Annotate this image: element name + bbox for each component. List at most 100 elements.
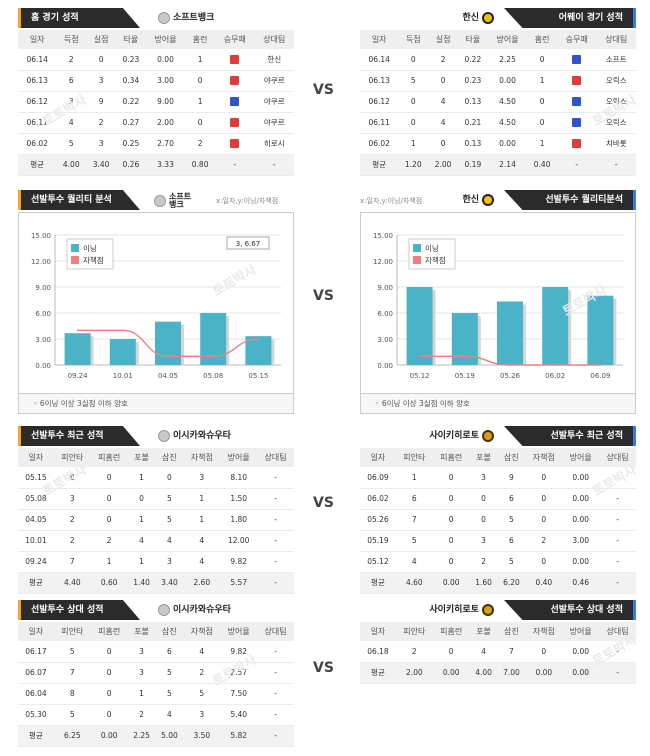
table-cell: 09.24 [18, 551, 54, 573]
table-cell: 5 [183, 683, 221, 705]
table-cell: 0.00 [562, 467, 600, 489]
table-row: 06.11 4 2 0.27 2.00 0 야쿠르 [18, 112, 294, 134]
away-table: 일자 득점 실점 타율 방어율 홈런 승무패 상대팀 06.14 0 2 0.22 2.25 0 소프트 06… [360, 30, 636, 176]
column-header: 상대팀 [257, 448, 294, 467]
table-cell: 0.40 [527, 154, 558, 176]
table-cell: - [257, 725, 294, 747]
table-cell: 3.50 [183, 725, 221, 747]
table-cell: 0 [155, 467, 184, 489]
table-cell: 0.40 [525, 572, 563, 594]
home-header: 홈 경기 성적 소프트뱅크 [18, 8, 294, 28]
table-cell: - [257, 530, 294, 552]
table-cell: - [599, 551, 636, 573]
table-cell: 06.14 [18, 49, 57, 71]
table-cell: 6 [497, 488, 526, 510]
column-header: 삼진 [155, 622, 184, 641]
table-cell: 2 [185, 133, 216, 155]
quality-right-title: 선발투수 퀄리티분석 [504, 190, 636, 210]
pitcher-vs-right-header: 선발투수 상대 성적 사이키히로토 [360, 600, 636, 620]
table-cell: 4 [183, 530, 221, 552]
table-cell: 4.50 [487, 91, 528, 113]
column-header: 피안타 [395, 622, 433, 641]
table-cell: 2 [469, 551, 498, 573]
quality-right-team: 한신 [462, 193, 494, 207]
hanshin-logo-icon [482, 12, 494, 24]
table-cell: 6 [395, 488, 433, 510]
column-header: 일자 [360, 30, 399, 49]
pitcher-recent-left-name: 이시카와슈우타 [173, 431, 231, 441]
x-tick-label: 05.08 [203, 372, 223, 380]
table-cell: 평균 [360, 154, 399, 176]
table-row: 06.13 6 3 0.34 3.00 0 야쿠르 [18, 70, 294, 92]
vs-label-4: VS [313, 660, 334, 676]
yakult-logo-icon [482, 430, 494, 442]
innings-bar [109, 339, 136, 365]
tooltip-text: 3, 6.67 [236, 240, 261, 248]
table-row: 05.26 7 0 0 5 0 0.00- [360, 509, 636, 531]
table-cell: 2.14 [487, 154, 528, 176]
table-cell: 2 [53, 509, 91, 531]
pitcher-recent-left-table: 일자 피안타 피홈런 포볼 삼진 자책점 방어율 상대팀 05.15 8 0 1 0 3 8.10-05.0… [18, 448, 294, 594]
table-row: 06.02 1 0 0.13 0.00 1 치바롯 [360, 133, 636, 155]
column-header: 피안타 [53, 622, 91, 641]
earned-runs-point [599, 364, 602, 366]
table-cell: 06.11 [360, 112, 399, 134]
table-cell: 0 [90, 488, 128, 510]
pitcher-recent-right-team: 사이키히로토 [429, 429, 494, 443]
table-cell: 06.18 [360, 641, 396, 663]
table-cell: 1 [127, 467, 156, 489]
column-header: 피안타 [53, 448, 91, 467]
earned-runs-point [257, 338, 260, 340]
table-cell: 0.22 [115, 91, 146, 113]
table-cell: 06.02 [360, 488, 396, 510]
table-cell: 6 [155, 641, 184, 663]
y-tick-label: 6.00 [377, 310, 393, 318]
column-header: 자책점 [183, 622, 221, 641]
table-cell: 0 [432, 551, 470, 573]
table-cell: 05.08 [18, 488, 54, 510]
vs-label-3: VS [313, 495, 334, 511]
table-cell: 1 [398, 133, 429, 155]
column-header: 자책점 [525, 448, 563, 467]
column-header: 타율 [457, 30, 488, 49]
table-cell: 0 [90, 704, 128, 726]
table-row: 05.30 5 0 2 4 3 5.40- [18, 704, 294, 726]
table-cell: 0.27 [115, 112, 146, 134]
table-cell: 0.00 [562, 641, 600, 663]
table-row: 10.01 2 2 4 4 4 12.00- [18, 530, 294, 552]
table-cell: 1.60 [469, 572, 498, 594]
result-cell [215, 70, 255, 92]
quality-right-chart: 0.00 3.00 6.00 9.00 12.00 15.00 05.12 05.19 05.2… [360, 212, 636, 394]
column-header: 방어율 [220, 622, 258, 641]
pitcher-vs-right-title: 선발투수 상대 성적 [504, 600, 636, 620]
table-cell: 2.25 [127, 725, 156, 747]
table-row: 06.04 8 0 1 5 5 7.50- [18, 683, 294, 705]
y-tick-label: 15.00 [373, 232, 393, 240]
y-tick-label: 3.00 [35, 336, 51, 344]
table-cell: 2 [86, 112, 116, 134]
legend-swatch [71, 256, 79, 264]
table-cell: 9 [86, 91, 116, 113]
table-cell: 0 [527, 49, 558, 71]
column-header: 피안타 [395, 448, 433, 467]
column-header: 타율 [115, 30, 146, 49]
table-cell: 0 [90, 641, 128, 663]
table-cell: 9 [497, 467, 526, 489]
table-cell: 5.00 [155, 725, 184, 747]
innings-bar [155, 321, 181, 365]
column-header: 삼진 [497, 448, 526, 467]
table-cell: 오릭스 [596, 91, 636, 113]
quality-right-header: 선발투수 퀄리티분석 한신 x:일자,y:이닝/자책점 [360, 190, 636, 210]
table-cell: 평균 [18, 154, 57, 176]
table-cell: 4.60 [395, 572, 433, 594]
away-panel: 어웨이 경기 성적 한신 일자 득점 실점 타율 방어율 홈런 승무패 상대팀 06.14 0 2 0… [360, 8, 636, 176]
column-header: 방어율 [145, 30, 186, 49]
legend-swatch [413, 256, 421, 264]
table-cell: 06.14 [360, 49, 399, 71]
innings-bar [200, 313, 227, 365]
softbank-logo-icon [158, 604, 170, 616]
table-cell: 06.17 [18, 641, 54, 663]
table-cell: 3 [86, 133, 116, 155]
table-cell: 1 [90, 551, 128, 573]
